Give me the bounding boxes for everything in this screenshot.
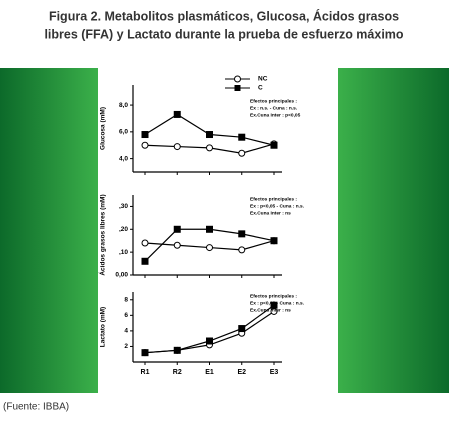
- marker: [238, 246, 246, 254]
- marker: [206, 337, 213, 345]
- marker: [173, 225, 181, 233]
- annotation: Ex : n.s. - Cuna : n.s.: [250, 105, 297, 111]
- x-tick-label: E2: [237, 369, 246, 376]
- y-tick-label: ,10: [119, 249, 128, 256]
- annotation: Efectos principales :: [250, 98, 297, 104]
- marker: [173, 143, 181, 151]
- annotation: Ex : p<0,05 - Cuna : n.s.: [250, 203, 304, 209]
- y-tick-label: 8: [124, 296, 128, 303]
- figure-title: Figura 2. Metabolitos plasmáticos, Gluco…: [49, 8, 399, 23]
- marker: [270, 301, 278, 309]
- source: (Fuente: IBBA): [3, 402, 69, 413]
- y-tick-label: 6: [124, 312, 128, 319]
- x-tick-label: E3: [270, 369, 279, 376]
- marker: [206, 131, 213, 139]
- legend-marker: [234, 85, 241, 91]
- marker: [141, 349, 149, 357]
- marker: [141, 239, 149, 247]
- marker: [270, 237, 278, 245]
- charts: Glucosa (mM) 4,0 6,0 8,0 NC C Efectos principa…: [98, 75, 304, 376]
- figure-title: libres (FFA) y Lactato durante la prueba…: [44, 27, 403, 41]
- marker: [270, 141, 278, 149]
- y-axis-label: Lactato (mM): [100, 307, 107, 347]
- legend-label: C: [258, 85, 263, 92]
- y-tick-label: 8,0: [119, 102, 128, 109]
- y-axis-label: Ácidos grasos libres (mM): [98, 194, 107, 275]
- marker: [173, 241, 181, 249]
- green-panel: [0, 68, 98, 393]
- marker: [206, 225, 213, 233]
- y-tick-label: 4,0: [119, 155, 128, 162]
- y-tick-label: ,20: [119, 226, 128, 233]
- marker: [238, 325, 246, 333]
- annotation: Efectos principales :: [250, 196, 297, 202]
- marker: [206, 144, 213, 152]
- y-tick-label: 2: [124, 343, 128, 350]
- legend-marker: [234, 75, 241, 83]
- marker: [238, 149, 246, 157]
- marker: [141, 141, 149, 149]
- marker: [206, 244, 213, 252]
- legend-label: NC: [258, 76, 268, 83]
- y-tick-label: 6,0: [119, 129, 128, 136]
- green-panel: [338, 68, 449, 393]
- marker: [238, 133, 246, 141]
- x-tick-label: R1: [141, 369, 150, 376]
- y-tick-label: 4: [124, 328, 128, 335]
- y-tick-label: 0,00: [115, 272, 128, 279]
- annotation: Ex.Cuna Inter : ns: [250, 307, 291, 313]
- annotation: Ex.Cuna Inter : ns: [250, 210, 291, 216]
- annotation: Efectos principales :: [250, 293, 297, 299]
- marker: [173, 346, 181, 354]
- series-line: [144, 113, 275, 146]
- marker: [141, 257, 149, 265]
- x-tick-label: E1: [205, 369, 214, 376]
- y-tick-label: ,30: [119, 203, 128, 210]
- y-axis-label: Glucosa (mM): [100, 107, 107, 150]
- annotation: Ex.Cuna Inter : p<0,05: [250, 112, 301, 118]
- marker: [141, 131, 149, 139]
- annotation: Ex : p<0,05 - Cuna : n.s.: [250, 300, 304, 306]
- marker: [238, 230, 246, 238]
- marker: [173, 110, 181, 118]
- x-tick-label: R2: [173, 369, 182, 376]
